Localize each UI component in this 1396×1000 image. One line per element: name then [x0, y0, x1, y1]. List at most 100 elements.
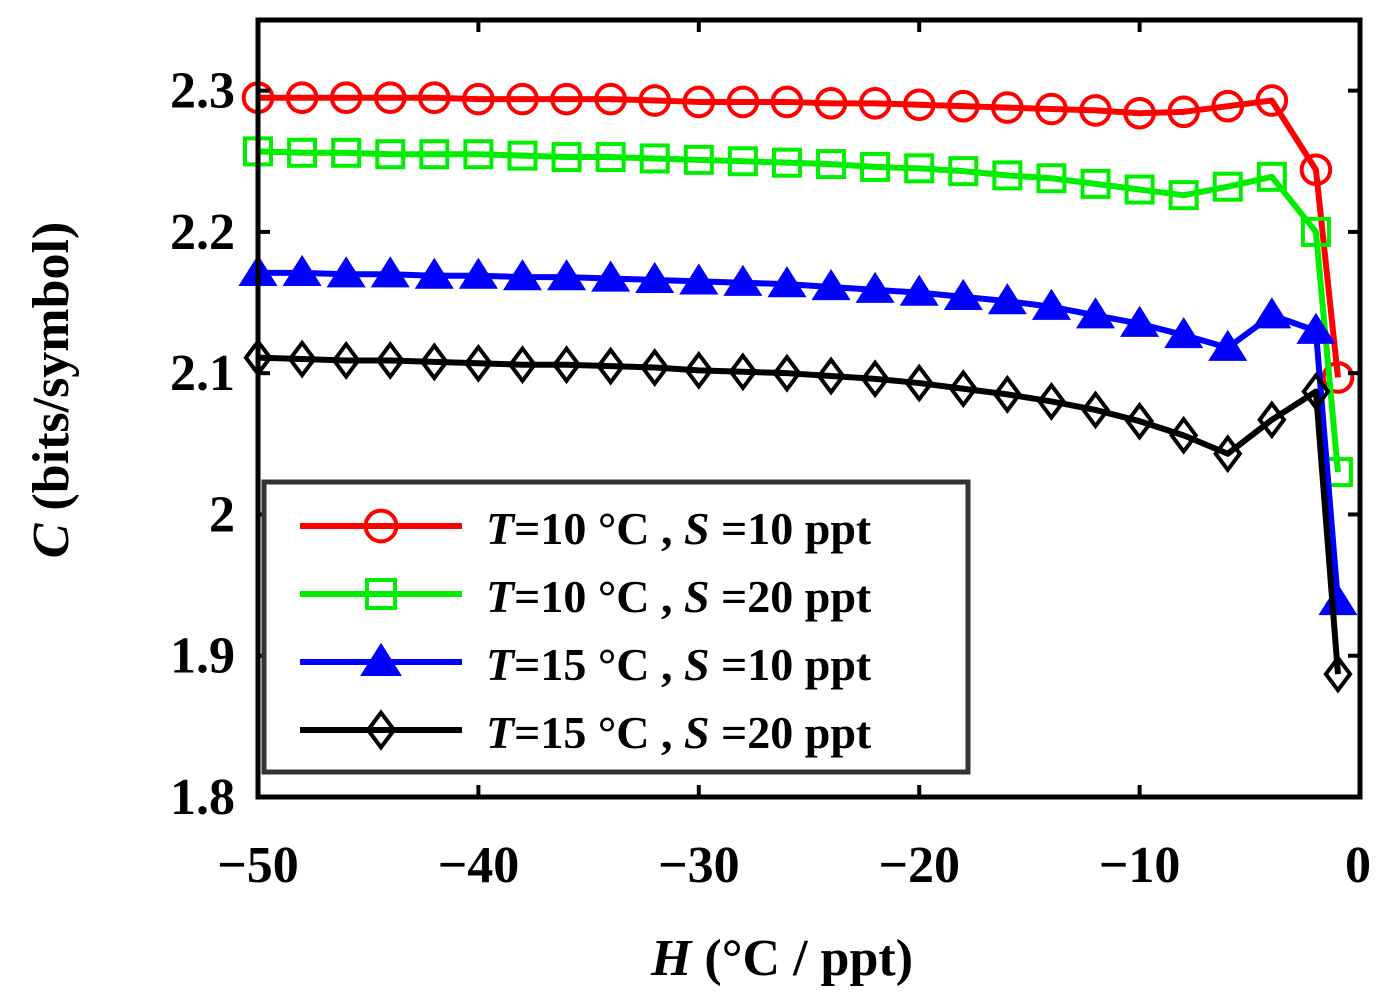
- data-point-marker: [458, 257, 498, 289]
- data-point-marker: [551, 142, 582, 173]
- x-axis-label: H (°C / ppt): [650, 930, 913, 987]
- data-point-marker: [550, 82, 583, 116]
- data-point-marker: [551, 345, 582, 385]
- data-point-marker: [1120, 305, 1160, 337]
- data-point-marker: [507, 140, 538, 171]
- x-tick-label: 0: [1345, 837, 1371, 894]
- data-point-marker: [1080, 390, 1111, 430]
- data-point-marker: [596, 346, 626, 386]
- data-point-marker: [1299, 153, 1333, 187]
- data-point-marker: [1036, 163, 1067, 194]
- x-tick-label: −30: [658, 837, 740, 894]
- data-point-marker: [1125, 401, 1155, 441]
- y-tick-label: 2.2: [170, 204, 235, 261]
- data-point-marker: [463, 343, 493, 383]
- data-point-marker: [595, 142, 626, 173]
- data-point-marker: [331, 341, 361, 380]
- data-point-marker: [1256, 161, 1287, 192]
- data-point-marker: [462, 82, 495, 116]
- x-axis-units: (°C / ppt): [704, 930, 913, 987]
- axes-box: [255, 17, 1363, 800]
- data-point-marker: [1213, 434, 1243, 474]
- data-point-marker: [1031, 288, 1071, 320]
- data-point-marker: [418, 81, 451, 114]
- data-point-marker: [365, 578, 397, 610]
- data-point-marker: [1035, 92, 1068, 126]
- data-point-marker: [331, 137, 362, 168]
- data-point-marker: [375, 139, 406, 170]
- data-point-marker: [1301, 372, 1331, 412]
- data-point-marker: [727, 146, 758, 177]
- data-point-marker: [904, 153, 935, 184]
- data-point-marker: [1123, 96, 1156, 130]
- data-point-marker: [1036, 381, 1067, 421]
- data-point-marker: [419, 139, 450, 170]
- data-point-marker: [1167, 95, 1200, 129]
- data-point-marker: [860, 359, 890, 399]
- data-point-marker: [948, 156, 979, 187]
- series-line: [257, 354, 1341, 675]
- data-point-marker: [723, 264, 763, 296]
- data-point-marker: [365, 709, 397, 751]
- data-point-marker: [363, 508, 399, 544]
- data-point-marker: [375, 341, 405, 380]
- x-tick-label: −10: [1099, 837, 1181, 894]
- data-point-marker: [726, 85, 760, 119]
- data-point-marker: [329, 81, 363, 114]
- legend-label: T=10 °C , S =10 ppt: [486, 503, 872, 554]
- series-4: [243, 338, 1353, 694]
- data-point-marker: [1169, 415, 1199, 455]
- data-point-marker: [506, 82, 539, 116]
- data-point-marker: [639, 143, 670, 174]
- data-point-marker: [1323, 654, 1353, 694]
- data-point-marker: [948, 369, 978, 409]
- legend-item-3: T=15 °C , S =10 ppt: [300, 639, 872, 690]
- data-point-marker: [899, 274, 939, 306]
- data-point-marker: [287, 137, 318, 168]
- axes-frame: [255, 17, 1363, 800]
- data-point-marker: [507, 345, 538, 385]
- legend: T=10 °C , S =10 ppt T=10 °C , S =20 ppt T=…: [261, 479, 971, 775]
- data-point-marker: [1164, 317, 1204, 349]
- data-point-marker: [502, 259, 543, 291]
- data-point-marker: [858, 87, 892, 120]
- data-point-marker: [1124, 174, 1155, 205]
- data-point-marker: [767, 266, 807, 298]
- data-point-marker: [684, 350, 714, 390]
- data-point-marker: [811, 269, 851, 301]
- legend-label: T=10 °C , S =20 ppt: [486, 571, 872, 622]
- data-point-marker: [1211, 89, 1245, 123]
- x-tick-label: −50: [217, 837, 299, 894]
- data-point-marker: [1079, 94, 1112, 127]
- data-point-marker: [370, 256, 410, 288]
- data-point-marker: [638, 84, 672, 117]
- legend-item-2: T=10 °C , S =20 ppt: [300, 571, 872, 622]
- y-axis-units: (bits/symbol): [23, 222, 80, 511]
- data-point-marker: [855, 271, 895, 303]
- data-point-marker: [1080, 168, 1111, 199]
- legend-label: T=15 °C , S =20 ppt: [486, 707, 872, 758]
- data-point-marker: [547, 259, 587, 291]
- data-point-marker: [728, 352, 758, 392]
- data-point-marker: [683, 144, 714, 175]
- y-tick-label: 2.3: [170, 63, 235, 120]
- data-point-marker: [772, 353, 802, 393]
- data-point-marker: [287, 339, 317, 379]
- data-point-marker: [419, 342, 449, 382]
- data-point-marker: [1296, 312, 1336, 344]
- data-point-marker: [414, 257, 454, 289]
- data-point-marker: [1208, 329, 1248, 361]
- x-axis-variable: H: [650, 930, 693, 987]
- data-point-marker: [860, 151, 891, 182]
- data-point-marker: [326, 256, 366, 288]
- series-3: [238, 254, 1358, 616]
- legend-box: [261, 479, 971, 775]
- data-point-marker: [987, 283, 1027, 315]
- data-point-marker: [1075, 297, 1116, 329]
- data-point-marker: [1168, 180, 1199, 211]
- data-point-marker: [360, 642, 402, 677]
- y-tick-label: 2: [209, 486, 235, 543]
- legend-label: T=15 °C , S =10 ppt: [486, 639, 872, 690]
- y-tick-label: 1.8: [170, 769, 235, 826]
- data-point-marker: [285, 81, 319, 114]
